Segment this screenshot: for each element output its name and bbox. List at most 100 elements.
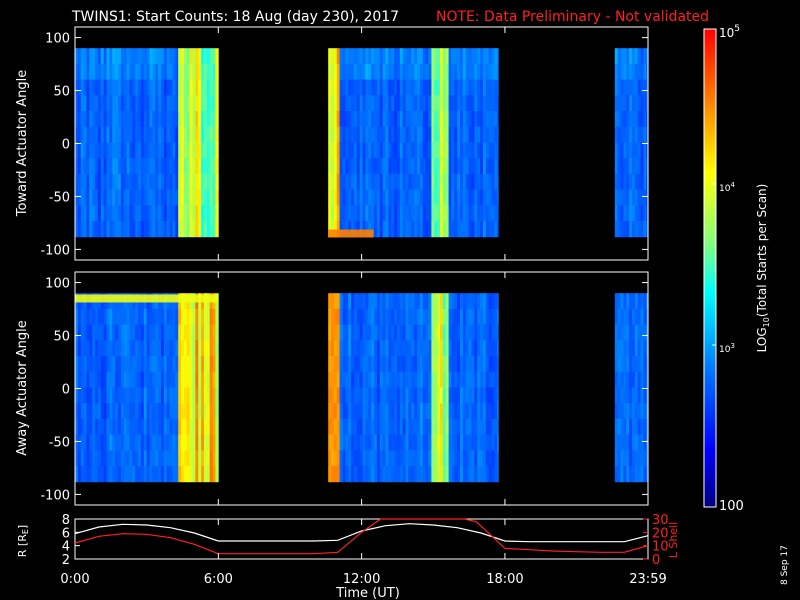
heatmap-cell bbox=[629, 79, 633, 96]
heatmap-cell bbox=[143, 63, 148, 81]
heatmap-cell bbox=[485, 173, 490, 191]
heatmap-cell bbox=[354, 466, 358, 483]
heatmap-cell bbox=[166, 308, 170, 326]
heatmap-cell bbox=[614, 418, 619, 436]
heatmap-cell bbox=[339, 434, 343, 451]
heatmap-cell bbox=[155, 48, 159, 65]
heatmap-cell bbox=[626, 173, 630, 191]
heatmap-cell bbox=[86, 221, 90, 238]
heatmap-cell bbox=[394, 434, 398, 451]
heatmap-cell bbox=[394, 221, 398, 238]
heatmap-cell bbox=[201, 221, 205, 238]
heatmap-cell bbox=[428, 340, 432, 357]
heatmap-cell bbox=[75, 308, 79, 326]
heatmap-cell bbox=[172, 340, 176, 357]
heatmap-cell bbox=[468, 142, 472, 159]
heatmap-cell bbox=[181, 387, 185, 404]
heatmap-cell bbox=[454, 221, 458, 238]
heatmap-cell bbox=[112, 173, 116, 191]
heatmap-cell bbox=[414, 403, 418, 420]
heatmap-cell bbox=[189, 434, 193, 451]
heatmap-cell bbox=[126, 387, 130, 404]
heatmap-cell bbox=[414, 356, 418, 373]
heatmap-cell bbox=[328, 418, 332, 436]
heatmap-cell bbox=[391, 158, 395, 175]
heatmap-cell bbox=[637, 142, 641, 159]
heatmap-cell bbox=[637, 126, 641, 143]
heatmap-cell bbox=[468, 403, 472, 420]
heatmap-cell bbox=[354, 205, 358, 222]
heatmap-cell bbox=[431, 126, 435, 143]
heatmap-cell bbox=[112, 126, 116, 143]
heatmap-cell bbox=[195, 356, 199, 373]
heatmap-cell bbox=[158, 63, 162, 81]
heatmap-cell bbox=[474, 79, 478, 96]
heatmap-cell bbox=[152, 158, 156, 175]
heatmap-cell bbox=[374, 158, 378, 175]
heatmap-cell bbox=[198, 434, 202, 451]
heatmap-cell bbox=[129, 340, 133, 357]
heatmap-cell bbox=[181, 173, 185, 191]
heatmap-cell bbox=[445, 293, 449, 310]
heatmap-cell bbox=[195, 111, 199, 128]
heatmap-cell bbox=[169, 126, 173, 143]
heatmap-cell bbox=[206, 340, 211, 357]
heatmap-cell bbox=[146, 340, 150, 357]
heatmap-cell bbox=[189, 371, 193, 388]
heatmap-cell bbox=[336, 434, 341, 451]
heatmap-cell bbox=[632, 293, 636, 310]
heatmap-cell bbox=[411, 403, 415, 420]
heatmap-cell bbox=[204, 450, 208, 467]
heatmap-cell bbox=[440, 79, 444, 96]
heatmap-cell bbox=[118, 142, 122, 159]
heatmap-cell bbox=[617, 142, 621, 159]
heatmap-cell bbox=[359, 63, 363, 81]
heatmap-cell bbox=[374, 221, 378, 238]
heatmap-cell bbox=[620, 418, 624, 436]
heatmap-cell bbox=[75, 418, 79, 436]
heatmap-cell bbox=[120, 403, 125, 420]
heatmap-cell bbox=[368, 308, 372, 326]
heatmap-cell bbox=[138, 308, 142, 326]
heatmap-cell bbox=[333, 158, 338, 175]
heatmap-cell bbox=[491, 356, 495, 373]
heatmap-cell bbox=[460, 63, 464, 81]
heatmap-cell bbox=[163, 308, 168, 326]
heatmap-cell bbox=[437, 142, 441, 159]
heatmap-cell bbox=[115, 434, 119, 451]
heatmap-cell bbox=[181, 95, 185, 112]
heatmap-cell bbox=[365, 356, 369, 373]
heatmap-cell bbox=[376, 205, 381, 222]
heatmap-cell bbox=[178, 95, 182, 112]
heatmap-cell bbox=[143, 221, 148, 238]
heatmap-cell bbox=[617, 48, 621, 65]
heatmap-cell bbox=[95, 418, 99, 436]
x-axis-label: Time (UT) bbox=[335, 586, 400, 600]
heatmap-cell bbox=[140, 173, 145, 191]
heatmap-cell bbox=[497, 371, 499, 388]
heatmap-cell bbox=[359, 205, 363, 222]
heatmap-cell bbox=[397, 340, 401, 357]
heatmap-cell bbox=[451, 48, 455, 65]
heatmap-cell bbox=[437, 356, 441, 373]
heatmap-cell bbox=[494, 111, 498, 128]
heatmap-cell bbox=[146, 158, 150, 175]
heatmap-cell bbox=[411, 63, 415, 81]
heatmap-cell bbox=[158, 466, 162, 483]
heatmap-cell bbox=[448, 293, 452, 310]
heatmap-cell bbox=[186, 387, 191, 404]
heatmap-cell bbox=[388, 450, 392, 467]
heatmap-cell bbox=[465, 450, 470, 467]
heatmap-cell bbox=[132, 48, 136, 65]
heatmap-cell bbox=[376, 111, 381, 128]
heatmap-cell bbox=[419, 79, 424, 96]
heatmap-cell bbox=[89, 371, 93, 388]
heatmap-cell bbox=[95, 324, 99, 341]
heatmap-cell bbox=[405, 324, 409, 341]
heatmap-cell bbox=[417, 95, 421, 112]
heatmap-cell bbox=[351, 418, 355, 436]
heatmap-cell bbox=[161, 356, 165, 373]
heatmap-cell bbox=[448, 434, 452, 451]
heatmap-cell bbox=[195, 308, 199, 326]
heatmap-cell bbox=[354, 371, 358, 388]
